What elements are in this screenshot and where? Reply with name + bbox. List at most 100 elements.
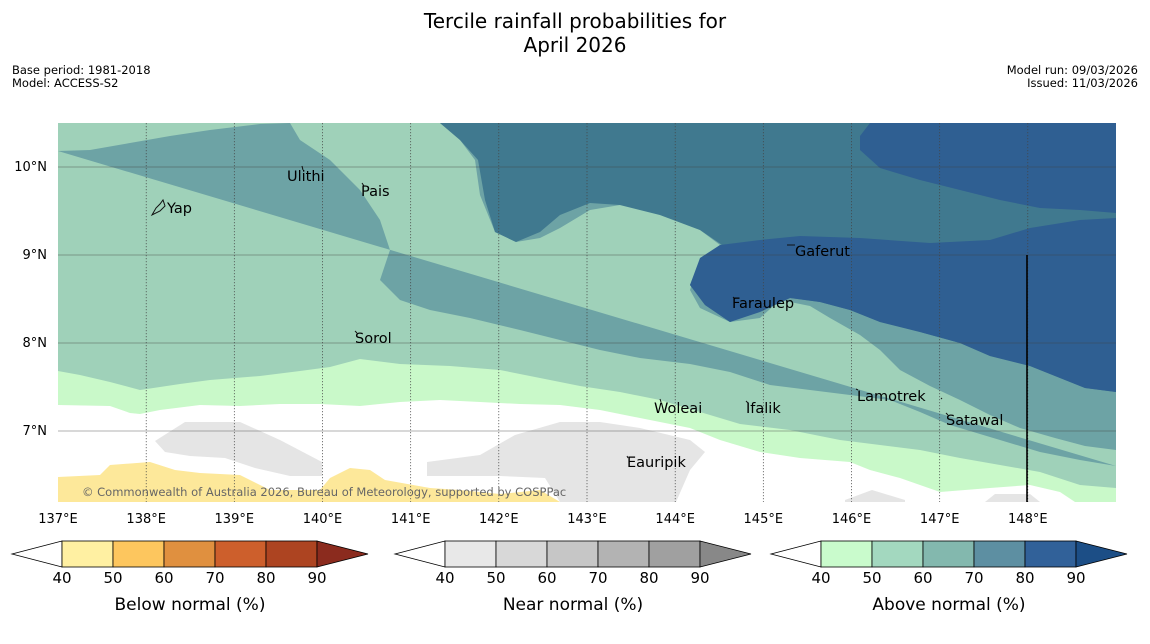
place-gaferut: Gaferut xyxy=(795,244,850,260)
field-near-east xyxy=(845,490,1040,502)
x-tick-144e: 144°E xyxy=(655,512,695,527)
title-line-1: Tercile rainfall probabilities for xyxy=(423,9,727,33)
cb-below-label: Below normal (%) xyxy=(115,595,266,615)
x-tick-148e: 148°E xyxy=(1008,512,1048,527)
copyright-notice: © Commonwealth of Australia 2026, Bureau… xyxy=(82,485,566,499)
x-tick-142e: 142°E xyxy=(479,512,519,527)
colorbar-above-over-triangle xyxy=(1075,540,1128,568)
small-islet xyxy=(940,397,943,400)
cb-above-tick-90: 90 xyxy=(1066,569,1085,587)
woleai-atoll xyxy=(659,398,662,403)
x-tick-140e: 140°E xyxy=(303,512,343,527)
chart-title: Tercile rainfall probabilities for April… xyxy=(0,9,1150,57)
x-tick-labels: 137°E 138°E 139°E 140°E 141°E 142°E 143°… xyxy=(38,512,1047,527)
colorbar-above-bin-60-70 xyxy=(922,540,975,568)
faraulep-atoll xyxy=(732,296,736,300)
cb-below-tick-70: 70 xyxy=(205,569,224,587)
colorbar-above-bin-80-90 xyxy=(1024,540,1077,568)
colorbar-above-normal xyxy=(769,540,1128,568)
eauripik-atoll xyxy=(626,455,629,459)
satawal-atoll xyxy=(945,412,949,416)
islands xyxy=(150,165,949,459)
model-run: Model run: 09/03/2026 xyxy=(1006,63,1138,77)
colorbar-below-bin-70-80 xyxy=(214,540,267,568)
pais-atoll xyxy=(361,182,365,187)
y-tick-8n: 8°N xyxy=(23,336,48,351)
cb-below-tick-50: 50 xyxy=(103,569,122,587)
cb-below-tick-80: 80 xyxy=(256,569,275,587)
lat-gridlines xyxy=(58,166,1116,432)
place-labels: Ulithi Pais Yap Gaferut Faraulep Sorol L… xyxy=(166,169,1003,471)
colorbar-near-normal xyxy=(393,540,752,568)
colorbar-below-bin-60-70 xyxy=(163,540,216,568)
colorbar-near-over-triangle xyxy=(699,540,752,568)
cb-above-tick-70: 70 xyxy=(964,569,983,587)
x-tick-147e: 147°E xyxy=(920,512,960,527)
colorbar-below-bin-40-50 xyxy=(61,540,114,568)
title-line-2: April 2026 xyxy=(523,33,627,57)
ulithi-atoll xyxy=(301,165,304,171)
place-pais: Pais xyxy=(361,184,390,200)
graticule xyxy=(58,123,1116,502)
cb-above-tick-80: 80 xyxy=(1015,569,1034,587)
field-near-west xyxy=(155,422,322,476)
yap-island-outline xyxy=(150,198,166,217)
x-tick-141e: 141°E xyxy=(391,512,431,527)
cb-below-tick-60: 60 xyxy=(154,569,173,587)
cb-near-tick-90: 90 xyxy=(690,569,709,587)
cb-near-tick-40: 40 xyxy=(435,569,454,587)
place-eauripik: Eauripik xyxy=(627,455,686,471)
colorbar-near-under-triangle xyxy=(393,540,446,568)
model-name: Model: ACCESS-S2 xyxy=(12,76,119,90)
colorbar-near-bin-80-90 xyxy=(648,540,701,568)
place-ifalik: Ifalik xyxy=(746,401,781,417)
y-tick-9n: 9°N xyxy=(23,248,48,263)
place-woleai: Woleai xyxy=(654,401,702,417)
colorbar-labels: Below normal (%) Near normal (%) Above n… xyxy=(115,595,1026,615)
colorbar-near-bin-50-60 xyxy=(495,540,548,568)
cb-above-label: Above normal (%) xyxy=(872,595,1025,615)
cb-near-tick-50: 50 xyxy=(486,569,505,587)
colorbar-ticks: 40 50 60 70 80 90 40 50 60 70 80 90 40 5… xyxy=(52,569,1085,587)
colorbar-above-bin-70-80 xyxy=(973,540,1026,568)
cb-above-tick-60: 60 xyxy=(913,569,932,587)
colorbar-below-bin-50-60 xyxy=(112,540,165,568)
place-faraulep: Faraulep xyxy=(732,296,794,312)
cb-near-tick-70: 70 xyxy=(588,569,607,587)
cb-near-label: Near normal (%) xyxy=(503,595,643,615)
x-tick-139e: 139°E xyxy=(215,512,255,527)
meta-left: Base period: 1981-2018 Model: ACCESS-S2 xyxy=(12,64,151,90)
colorbar-near-bin-70-80 xyxy=(597,540,650,568)
cb-below-tick-40: 40 xyxy=(52,569,71,587)
field-above-80 xyxy=(860,123,1116,213)
lon-gridlines xyxy=(145,123,1029,502)
base-period: Base period: 1981-2018 xyxy=(12,63,151,77)
colorbar-above-bin-40-50 xyxy=(820,540,873,568)
place-lamotrek: Lamotrek xyxy=(857,389,926,405)
place-sorol: Sorol xyxy=(355,331,392,347)
colorbar-below-over-triangle xyxy=(316,540,369,568)
place-ulithi: Ulithi xyxy=(287,169,325,185)
ifalik-atoll xyxy=(745,400,749,404)
x-tick-137e: 137°E xyxy=(38,512,78,527)
issued-date: Issued: 11/03/2026 xyxy=(1027,76,1138,90)
x-tick-145e: 145°E xyxy=(744,512,784,527)
x-tick-146e: 146°E xyxy=(832,512,872,527)
x-tick-143e: 143°E xyxy=(567,512,607,527)
lamotrek-atoll xyxy=(855,388,859,391)
colorbar-near-bin-60-70 xyxy=(546,540,599,568)
field-above-80-south xyxy=(690,218,1116,392)
cb-above-tick-50: 50 xyxy=(862,569,881,587)
cb-below-tick-90: 90 xyxy=(307,569,326,587)
cb-near-tick-80: 80 xyxy=(639,569,658,587)
place-satawal: Satawal xyxy=(946,413,1003,429)
y-tick-10n: 10°N xyxy=(14,160,47,175)
colorbar-below-under-triangle xyxy=(10,540,63,568)
x-tick-138e: 138°E xyxy=(126,512,166,527)
field-near-central xyxy=(427,422,705,502)
cb-near-tick-60: 60 xyxy=(537,569,556,587)
colorbar-above-bin-50-60 xyxy=(871,540,924,568)
colorbar-near-bin-40-50 xyxy=(444,540,497,568)
y-tick-labels: 10°N 9°N 8°N 7°N xyxy=(14,160,47,439)
